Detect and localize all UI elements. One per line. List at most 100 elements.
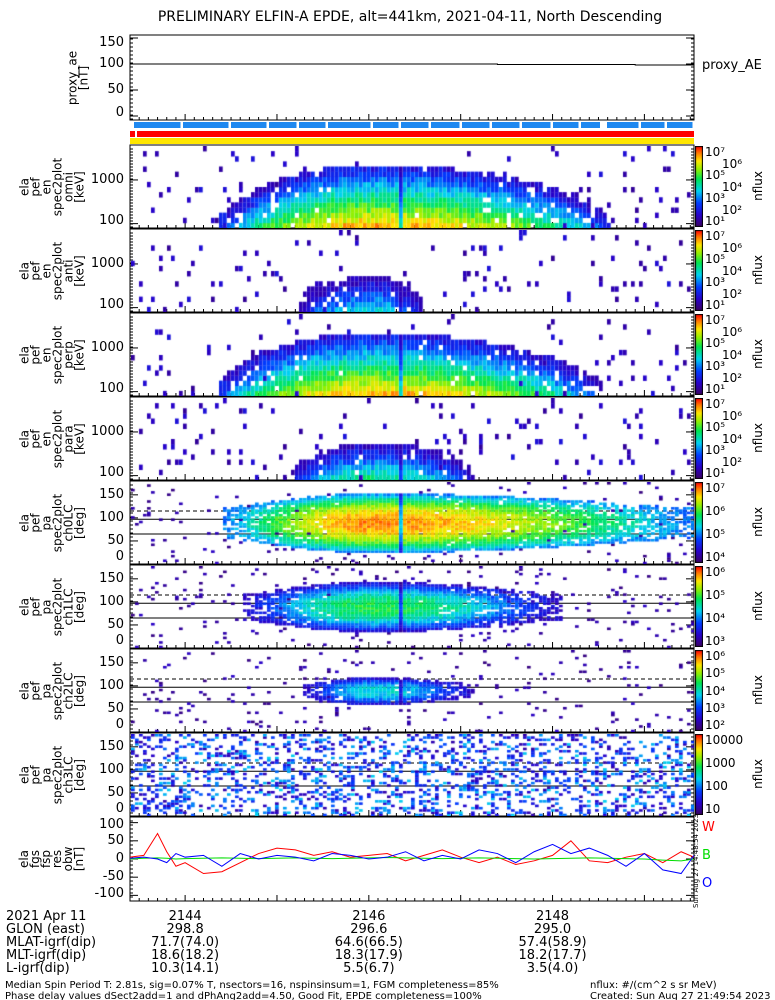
ephemeris-value: 18.2(17.7) [518,948,587,963]
fgm-flag-segment [373,122,399,128]
colorbar-tick-label: 10⁶ [705,504,726,518]
fgm-flag-segment [641,122,665,128]
colorbar-tick-label: 10⁷ [705,481,726,495]
ephemeris-value: 18.3(17.9) [334,948,403,963]
ephemeris-value: 57.4(58.9) [518,935,587,950]
ch0-colorbar [695,482,703,563]
colorbar-tick-label: 10¹ [705,214,726,228]
colorbar-label: nflux [751,422,765,453]
omni-frame [129,144,695,229]
anti-spectrogram [131,230,694,312]
y-tick-label: 50 [107,82,124,97]
proxy-ae-legend: proxy_AE [702,57,762,73]
footer-units: nflux: #/(cm^2 s sr MeV) [590,980,717,991]
colorbar-tick-label: 10⁵ [705,527,726,541]
fgm-flag-segment [401,122,429,128]
y-tick-label: 50 [107,832,124,848]
ch0-spectrogram [131,482,694,564]
colorbar-tick-label: 10⁶ [722,324,743,339]
fgm-flag-segment [522,122,551,128]
colorbar-tick-label: 10³ [705,359,726,373]
fgs-legend-w: W [702,820,715,835]
ch2-spectrogram [131,650,694,732]
y-tick-label: 100 [99,509,124,525]
y-tick-label: 100 [99,593,124,609]
fgm-flag-segment [462,122,490,128]
y-tick-label: 150 [99,654,124,670]
y-tick-label: 0 [115,549,124,564]
y-tick-label: 150 [99,738,124,754]
colorbar-tick-label: 100 [705,779,728,793]
omni-ylabel: ela pef en spec2plot omni [keV] [17,145,86,228]
colorbar-tick-label: 10¹ [705,298,726,312]
fgm-flag-segment [431,122,460,128]
fgs-legend-b: B [702,848,711,863]
quality-flag-bar [130,138,694,144]
y-tick-label: 0 [115,717,124,732]
footer-created: Created: Sun Aug 27 21:49:54 2023 [590,991,771,1000]
y-tick-label: -100 [94,886,124,901]
anti-frame [129,228,695,313]
ephemeris-value: 298.8 [166,922,204,937]
colorbar-tick-label: 10⁴ [705,683,726,698]
y-tick-label: 1000 [90,171,124,187]
ch3-frame [129,732,695,817]
ch1-frame [129,564,695,649]
y-tick-label: 150 [99,486,124,502]
colorbar-tick-label: 10⁴ [722,347,743,362]
epd-flag-segment [137,131,694,137]
colorbar-label: nflux [751,338,765,369]
y-tick-label: 100 [99,761,124,777]
colorbar-tick-label: 10⁷ [705,313,726,327]
omni-spectrogram [131,146,694,228]
colorbar-label: nflux [751,590,765,621]
y-tick-label: 1000 [90,423,124,439]
fgm-flag-segment [492,122,520,128]
y-tick-label: 1000 [90,255,124,271]
colorbar-tick-label: 10000 [705,733,744,747]
colorbar-tick-label: 10² [722,202,743,217]
y-tick-label: 150 [99,35,124,50]
colorbar-tick-label: 10⁷ [705,397,726,411]
ch1-colorbar [695,566,703,647]
epd-flag-segment [130,131,135,137]
colorbar-tick-label: 10¹ [705,382,726,396]
y-tick-label: 100 [99,56,124,71]
plot-title: PRELIMINARY ELFIN-A EPDE, alt=441km, 202… [157,9,663,25]
colorbar-tick-label: 10¹ [705,466,726,480]
ephemeris-row-label: L-igrf(dip) [6,961,70,976]
y-tick-label: -50 [102,869,124,885]
y-tick-label: 50 [107,616,124,632]
y-tick-label: 50 [107,532,124,548]
ephemeris-value: 2146 [352,909,386,924]
ephemeris-row-label: GLON (east) [6,922,85,937]
colorbar-label: nflux [751,674,765,705]
anti-colorbar [695,230,703,311]
colorbar-tick-label: 10⁵ [705,588,726,602]
colorbar-tick-label: 10² [722,286,743,301]
colorbar-tick-label: 10⁵ [705,168,726,182]
y-tick-label: 150 [99,570,124,586]
y-tick-label: 0 [115,851,124,866]
y-tick-label: 100 [99,297,124,312]
colorbar-tick-label: 10⁴ [722,179,743,194]
fgs-series-w [129,832,695,875]
para-spectrogram [131,398,694,480]
perp-spectrogram [131,314,694,396]
ch3-colorbar [695,734,703,815]
proxy-ae-line [130,63,695,67]
fgm-flag-segment [607,122,639,128]
ch3-ylabel: ela pef pa spec2plot ch3LC [deg] [17,733,86,816]
colorbar-tick-label: 10⁴ [722,431,743,446]
colorbar-tick-label: 10 [705,802,721,816]
y-tick-label: 1000 [90,339,124,355]
ephemeris-value: 18.6(18.2) [151,948,220,963]
footer-phase-info: Phase delay values dSect2add=1 and dPhAn… [5,991,482,1000]
ch2-frame [129,648,695,733]
para-frame [129,396,695,481]
ephemeris-row-label: MLAT-igrf(dip) [6,935,97,950]
ephemeris-value: 296.6 [350,922,388,937]
colorbar-tick-label: 10⁴ [722,263,743,278]
y-tick-label: 0 [115,105,124,120]
